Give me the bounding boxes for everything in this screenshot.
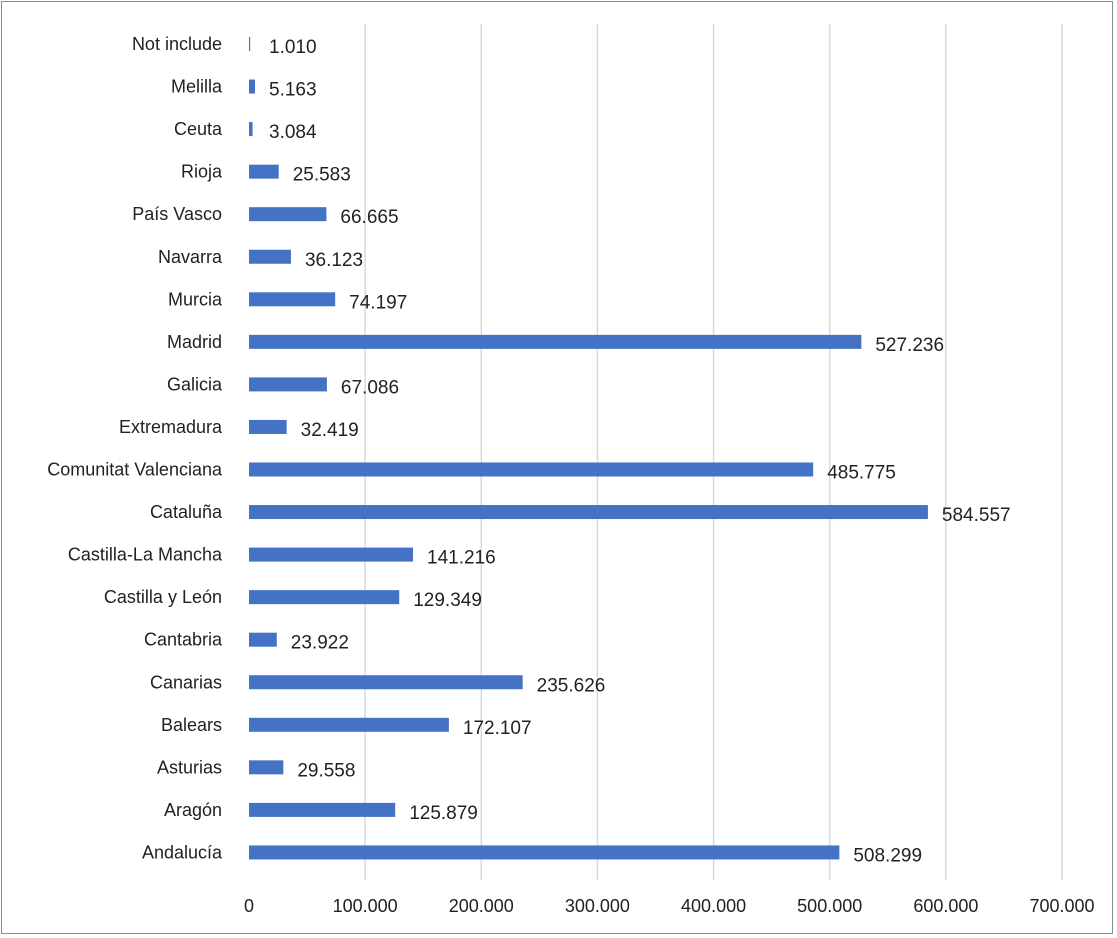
bar-andalucia (249, 845, 840, 860)
category-label-navarra: Navarra (158, 247, 223, 267)
category-label-ceuta: Ceuta (174, 119, 223, 139)
bar-rioja (249, 164, 279, 179)
bar-murcia (249, 292, 336, 307)
category-label-galicia: Galicia (167, 374, 223, 394)
category-label-cantabria: Cantabria (144, 630, 223, 650)
category-label-not-include: Not include (132, 34, 222, 54)
category-label-castilla-la-mancha: Castilla-La Mancha (68, 545, 223, 565)
bar-madrid (249, 334, 862, 349)
x-tick-label: 700.000 (1029, 896, 1094, 916)
bar-canarias (249, 675, 523, 690)
bar-navarra (249, 249, 291, 264)
value-label-andalucia: 508.299 (853, 845, 922, 866)
value-label-comunitat-valenciana: 485.775 (827, 463, 896, 484)
value-label-castilla-y-leon: 129.349 (413, 590, 482, 611)
x-axis-tick-labels: 0 100.000 200.000 300.000 400.000 500.000 600.… (244, 896, 1095, 916)
category-label-rioja: Rioja (181, 162, 223, 182)
value-label-madrid: 527.236 (875, 335, 944, 356)
value-label-extremadura: 32.419 (301, 420, 359, 441)
value-labels: 1.010 5.163 3.084 25.583 66.665 36.123 74.197 5… (269, 37, 1011, 866)
bar-galicia (249, 377, 327, 392)
x-tick-label: 600.000 (913, 896, 978, 916)
category-label-melilla: Melilla (171, 77, 223, 97)
x-tick-label: 500.000 (797, 896, 862, 916)
bar-not-include (249, 37, 251, 51)
bar-castilla-la-mancha (249, 547, 414, 562)
category-label-comunitat-valenciana: Comunitat Valenciana (47, 460, 223, 480)
category-label-aragon: Aragón (164, 800, 222, 820)
bar-castilla-y-leon (249, 590, 400, 605)
x-tick-label: 400.000 (681, 896, 746, 916)
value-label-castilla-la-mancha: 141.216 (427, 548, 496, 569)
bar-balears (249, 717, 449, 732)
value-label-canarias: 235.626 (537, 675, 606, 696)
value-label-galicia: 67.086 (341, 377, 399, 398)
x-tick-label: 200.000 (449, 896, 514, 916)
value-label-murcia: 74.197 (349, 292, 407, 313)
value-label-pais-vasco: 66.665 (340, 207, 398, 228)
value-label-rioja: 25.583 (293, 165, 351, 186)
bar-ceuta (249, 122, 253, 137)
category-label-pais-vasco: País Vasco (132, 204, 222, 224)
category-label-castilla-y-leon: Castilla y León (104, 587, 222, 607)
bar-asturias (249, 760, 284, 775)
category-label-madrid: Madrid (167, 332, 222, 352)
category-label-extremadura: Extremadura (119, 417, 223, 437)
value-label-not-include: 1.010 (269, 37, 317, 58)
gridlines (364, 24, 1063, 880)
value-label-cataluna: 584.557 (942, 505, 1011, 526)
category-label-andalucia: Andalucía (142, 842, 223, 862)
value-label-balears: 172.107 (463, 718, 532, 739)
bar-melilla (249, 79, 255, 94)
bar-cantabria (249, 632, 277, 647)
bars (249, 37, 928, 860)
bar-comunitat-valenciana (249, 462, 814, 477)
value-label-cantabria: 23.922 (291, 633, 349, 654)
value-label-ceuta: 3.084 (269, 122, 317, 143)
value-label-navarra: 36.123 (305, 250, 363, 271)
category-label-asturias: Asturias (157, 757, 222, 777)
category-label-balears: Balears (161, 715, 222, 735)
value-label-melilla: 5.163 (269, 80, 317, 101)
x-tick-label: 300.000 (565, 896, 630, 916)
category-labels: Not include Melilla Ceuta Rioja País Vasco Na… (47, 34, 223, 862)
x-tick-label: 0 (244, 896, 254, 916)
category-label-cataluna: Cataluña (150, 502, 223, 522)
category-label-canarias: Canarias (150, 672, 222, 692)
bar-cataluna (249, 505, 928, 520)
bar-extremadura (249, 419, 287, 434)
bar-aragon (249, 802, 396, 817)
value-label-aragon: 125.879 (409, 803, 478, 824)
bar-pais-vasco (249, 207, 327, 222)
category-label-murcia: Murcia (168, 289, 223, 309)
x-tick-label: 100.000 (333, 896, 398, 916)
value-label-asturias: 29.558 (297, 760, 355, 781)
